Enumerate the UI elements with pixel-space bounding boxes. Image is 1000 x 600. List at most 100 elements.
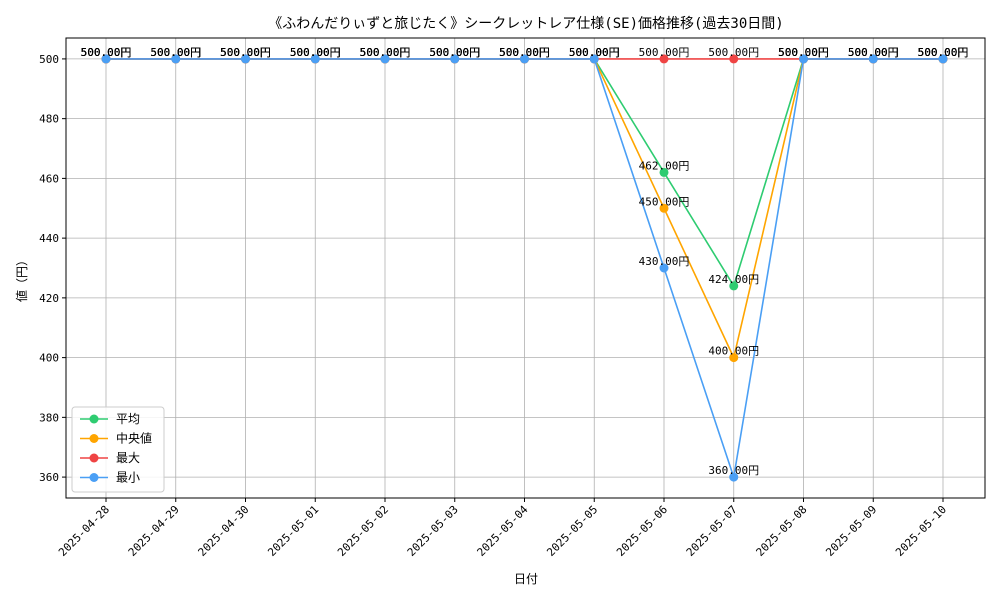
data-label: 500.00円: [778, 46, 829, 59]
data-label: 500.00円: [360, 46, 411, 59]
data-label: 500.00円: [290, 46, 341, 59]
series-point: [799, 54, 808, 64]
y-axis-label: 値（円）: [14, 254, 29, 302]
data-label: 500.00円: [360, 46, 411, 59]
data-label: 500.00円: [848, 46, 899, 59]
data-label: 360.00円: [708, 464, 759, 477]
grid: [66, 38, 985, 498]
data-label: 500.00円: [290, 46, 341, 59]
x-tick-label: 2025-05-02: [335, 503, 391, 559]
data-label: 500.00円: [290, 46, 341, 59]
series-point: [729, 353, 739, 363]
data-label: 500.00円: [429, 46, 480, 59]
y-tick-label: 500: [39, 53, 59, 66]
data-label: 500.00円: [81, 46, 132, 59]
data-label: 500.00円: [429, 46, 480, 59]
data-label: 500.00円: [499, 46, 550, 59]
data-label: 500.00円: [848, 46, 899, 59]
legend-marker: [89, 414, 99, 424]
y-tick-label: 380: [39, 411, 59, 424]
data-label: 500.00円: [918, 46, 969, 59]
series-point: [171, 54, 181, 64]
data-label: 500.00円: [220, 46, 271, 59]
series-point: [450, 54, 460, 64]
x-tick-label: 2025-05-09: [823, 503, 879, 559]
legend-label: 最小: [116, 471, 140, 485]
y-tick-label: 360: [39, 471, 59, 484]
data-label: 400.00円: [708, 345, 759, 358]
data-label: 500.00円: [778, 46, 829, 59]
x-axis-label: 日付: [514, 572, 538, 586]
data-label: 500.00円: [708, 46, 759, 59]
series-point: [868, 54, 878, 64]
data-label: 500.00円: [639, 46, 690, 59]
data-label: 500.00円: [150, 46, 201, 59]
data-label: 500.00円: [569, 46, 620, 59]
data-label: 500.00円: [569, 46, 620, 59]
x-tick-label: 2025-04-28: [56, 503, 112, 559]
data-label: 500.00円: [569, 46, 620, 59]
series-point: [589, 54, 599, 64]
series-point: [310, 54, 320, 64]
series-point: [659, 263, 669, 273]
data-label: 500.00円: [778, 46, 829, 59]
x-tick-label: 2025-05-06: [614, 503, 670, 559]
y-tick-label: 420: [39, 292, 59, 305]
data-label: 500.00円: [429, 46, 480, 59]
data-label: 500.00円: [220, 46, 271, 59]
x-tick-label: 2025-04-30: [196, 503, 252, 559]
chart-title: 《ふわんだりぃずと旅じたく》シークレットレア仕様(SE)価格推移(過去30日間): [268, 16, 783, 32]
legend-label: 最大: [116, 451, 140, 465]
data-label: 500.00円: [569, 46, 620, 59]
y-tick-label: 480: [39, 113, 59, 126]
x-tick-label: 2025-05-07: [684, 503, 740, 559]
series-point: [729, 281, 739, 291]
legend-marker: [89, 473, 99, 482]
data-label: 500.00円: [848, 46, 899, 59]
y-tick-label: 400: [39, 352, 59, 365]
data-label: 500.00円: [918, 46, 969, 59]
data-label: 500.00円: [150, 46, 201, 59]
data-label: 500.00円: [499, 46, 550, 59]
data-label: 500.00円: [360, 46, 411, 59]
data-label: 450.00円: [639, 195, 690, 208]
data-label: 500.00円: [848, 46, 899, 59]
legend-label: 中央値: [116, 431, 152, 446]
data-label: 430.00円: [639, 255, 690, 268]
x-tick-label: 2025-05-01: [265, 503, 321, 559]
data-label: 500.00円: [918, 46, 969, 59]
data-label: 500.00円: [220, 46, 271, 59]
series-point: [729, 472, 739, 482]
series-point: [659, 167, 669, 177]
x-tick-label: 2025-04-29: [126, 503, 182, 559]
data-label: 500.00円: [778, 46, 829, 59]
x-tick-label: 2025-05-04: [475, 503, 531, 559]
x-tick-label: 2025-05-08: [754, 503, 810, 559]
series-point: [241, 54, 250, 64]
series-point: [938, 54, 948, 64]
data-label: 500.00円: [499, 46, 550, 59]
data-label: 500.00円: [150, 46, 201, 59]
legend-label: 平均: [116, 412, 140, 426]
plot-frame: [65, 37, 986, 499]
x-tick-label: 2025-05-03: [405, 503, 461, 559]
data-label: 500.00円: [429, 46, 480, 59]
y-tick-label: 440: [39, 232, 59, 245]
data-label: 500.00円: [918, 46, 969, 59]
series-point: [101, 54, 111, 64]
data-label: 500.00円: [220, 46, 271, 59]
x-tick-label: 2025-05-05: [544, 503, 600, 559]
data-label: 424.00円: [708, 273, 759, 286]
series-point: [659, 54, 669, 64]
series-group: [101, 54, 948, 482]
data-label: 500.00円: [360, 46, 411, 59]
legend-marker: [89, 453, 99, 463]
legend-box: [71, 406, 165, 493]
data-label: 500.00円: [81, 46, 132, 59]
data-label: 500.00円: [81, 46, 132, 59]
y-tick-label: 460: [39, 172, 59, 185]
series-point: [729, 54, 739, 64]
